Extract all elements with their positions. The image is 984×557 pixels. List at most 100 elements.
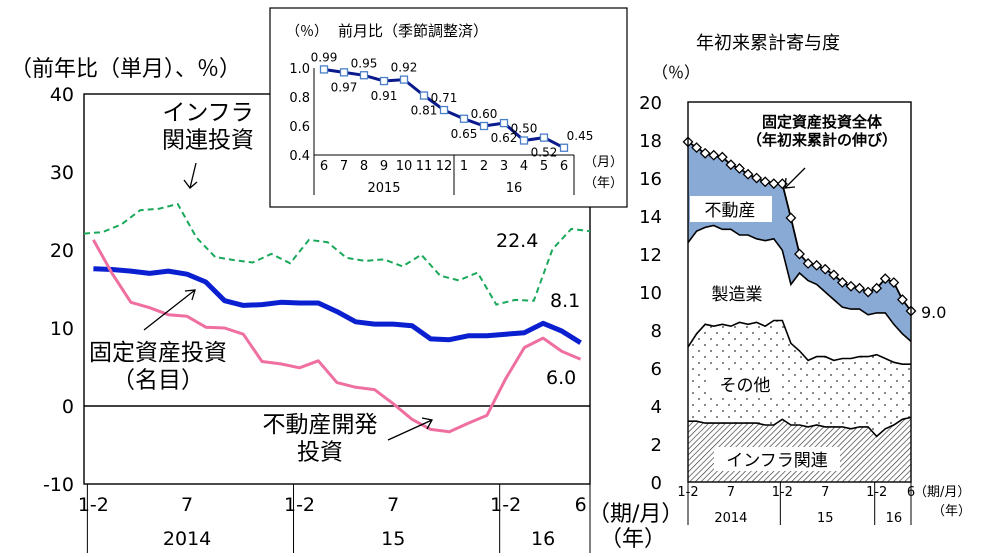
inset-title: 前月比（季節調整済） <box>338 22 488 40</box>
right-year-label: 15 <box>817 511 834 526</box>
inset-x-axis-label: （月） <box>584 155 623 170</box>
label-bg-other <box>710 372 780 396</box>
right-y-tick-label: 4 <box>651 397 662 418</box>
x-tick-label: 1-2 <box>78 494 109 516</box>
data-marker-total <box>725 159 737 171</box>
annotation-manufacturing: 製造業 <box>712 285 763 305</box>
arrow-infra <box>183 162 198 189</box>
inset-data-label: 0.95 <box>351 56 378 70</box>
right-y-tick-label: 18 <box>639 131 662 152</box>
inset-data-marker <box>519 136 529 145</box>
right-title: 年初来累計寄与度 <box>696 33 840 54</box>
inset-data-marker <box>499 118 509 128</box>
x-tick-label: 1-2 <box>284 494 315 516</box>
data-marker-total <box>734 163 745 174</box>
annotation-realestate-line: 投資 <box>297 440 343 466</box>
inset-data-marker <box>339 68 349 77</box>
right-y-tick-label: 2 <box>651 435 662 456</box>
data-marker-total <box>708 149 720 161</box>
data-marker-total <box>785 212 797 224</box>
inset-data-label: 0.99 <box>311 50 338 64</box>
inset-data-label: 0.65 <box>451 127 478 141</box>
data-marker-total <box>871 282 883 294</box>
data-marker-total <box>836 277 848 288</box>
boundary-line-infra <box>688 416 912 438</box>
inset-data-label: 0.97 <box>331 80 358 94</box>
arrow-total <box>784 167 806 189</box>
y-tick-label: 0 <box>62 396 74 418</box>
x-tick-label: 7 <box>387 494 399 516</box>
data-marker-total <box>862 286 874 298</box>
x-axis-label: （年） <box>600 527 666 552</box>
right-y-tick-label: 10 <box>639 283 662 304</box>
x-tick-label: 6 <box>575 494 587 516</box>
inset-y-tick-label: 0.6 <box>289 120 310 135</box>
inset-year-label: 16 <box>506 181 523 196</box>
boundary-line-infra_other_cum <box>687 319 911 366</box>
right-year-label: 16 <box>886 511 903 526</box>
annotation-infra: インフラ関連投資 <box>162 100 254 154</box>
year-label: 15 <box>381 528 405 550</box>
inset-data-marker <box>419 91 429 100</box>
annotation-fixed-line: （名目） <box>112 368 204 394</box>
data-marker-total <box>691 142 703 154</box>
area-realestate <box>688 141 911 342</box>
right-year-label: 2014 <box>714 511 747 526</box>
boundary-line-manufacturing_cum <box>687 224 912 342</box>
annotation-realestate: 不動産 <box>705 201 756 221</box>
annotation-infra-line: 関連投資 <box>162 128 254 154</box>
series-line-infra <box>83 202 591 306</box>
year-label: 2014 <box>163 528 211 550</box>
right-y-tick-label: 20 <box>639 93 662 114</box>
inset-y-tick-label: 0.4 <box>289 149 310 164</box>
data-marker-total <box>896 294 908 306</box>
annotation-total-line: （年初来累計の伸び） <box>747 131 897 149</box>
inset-data-marker <box>399 75 409 84</box>
data-marker-total <box>716 151 728 163</box>
inset-x-tick-label: 10 <box>396 159 413 174</box>
inset-x-tick-label: 9 <box>380 159 388 174</box>
inset-data-label: 0.52 <box>531 146 558 160</box>
inset-y-tick-label: 1.0 <box>289 62 310 77</box>
data-marker-total <box>819 263 831 275</box>
inset-data-marker <box>479 121 489 131</box>
y-tick-label: 10 <box>50 318 74 340</box>
data-label-realestate: 6.0 <box>546 367 576 389</box>
data-marker-total <box>759 176 771 188</box>
data-marker-total <box>879 273 891 285</box>
inset-y-tick-label: 0.8 <box>289 91 310 106</box>
data-label-fixed: 8.1 <box>550 290 580 312</box>
annotation-realestate-line: 不動産開発 <box>263 412 378 438</box>
year-label: 16 <box>531 528 555 550</box>
label-bg-realestate <box>690 196 772 222</box>
data-marker-total <box>751 172 763 184</box>
inset-x-tick-label: 6 <box>320 159 328 174</box>
data-label-infra: 22.4 <box>496 230 538 252</box>
data-marker-total <box>768 178 780 190</box>
annotation-fixed: 固定資産投資（名目） <box>89 340 227 394</box>
y-tick-label: 40 <box>50 84 74 106</box>
inset-data-label: 0.92 <box>391 61 418 75</box>
y-axis-label: （前年比（単月）、％） <box>10 57 241 82</box>
right-y-tick-label: 14 <box>639 207 662 228</box>
right-x-axis-label: （期/月） <box>914 485 970 500</box>
inset-box <box>269 7 628 208</box>
inset-data-label: 0.62 <box>491 131 518 145</box>
right-x-tick-label: 1-2 <box>772 485 793 500</box>
data-marker-total <box>854 282 865 294</box>
data-label-total: 9.0 <box>921 303 946 322</box>
inset-data-label: 0.60 <box>471 107 498 121</box>
y-tick-label: 20 <box>50 240 74 262</box>
right-x-tick-label: 7 <box>727 485 735 500</box>
data-marker-total <box>811 259 823 271</box>
right-x-tick-label: 7 <box>821 485 829 500</box>
y-tick-label: -10 <box>43 474 74 496</box>
label-bg-infra <box>714 447 840 471</box>
right-x-tick-label: 1-2 <box>866 485 887 500</box>
data-marker-total <box>845 280 857 292</box>
data-marker-total <box>794 248 805 260</box>
